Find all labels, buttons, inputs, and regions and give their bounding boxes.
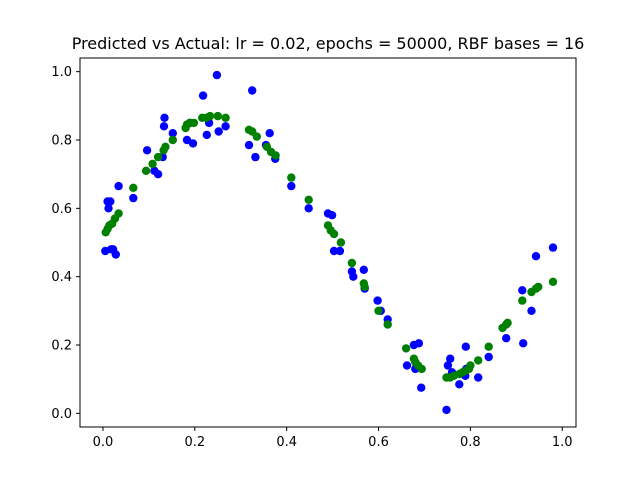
point-s0-62	[527, 306, 536, 315]
y-tick-label: 0.6	[51, 202, 72, 217]
point-s1-38	[383, 320, 392, 329]
point-s0-55	[461, 342, 470, 351]
point-s1-5	[114, 209, 123, 218]
point-s0-29	[265, 129, 274, 138]
point-s1-16	[189, 118, 199, 128]
point-s1-8	[148, 159, 157, 169]
point-s0-44	[402, 361, 412, 370]
point-s0-36	[335, 246, 345, 256]
y-axis: 0.0 0.2 0.4 0.6 0.8 1.0	[51, 65, 80, 422]
point-s1-7	[141, 166, 151, 175]
point-s1-37	[374, 306, 383, 315]
series-0	[101, 70, 558, 415]
point-s0-48	[417, 383, 426, 392]
point-s0-20	[202, 130, 211, 140]
point-s1-57	[518, 296, 527, 305]
point-s1-52	[474, 356, 483, 365]
point-s0-39	[359, 265, 368, 274]
x-tick-label: 0.2	[184, 435, 205, 450]
point-s1-43	[417, 364, 426, 374]
point-s1-29	[304, 195, 313, 204]
x-axis: 0.0 0.2 0.4 0.6 0.8 1.0	[93, 427, 573, 450]
point-s0-9	[142, 146, 152, 155]
point-s0-8	[129, 193, 138, 203]
point-s1-19	[205, 111, 215, 121]
y-tick-label: 0.4	[51, 270, 72, 285]
point-s0-60	[518, 286, 527, 295]
point-s1-32	[329, 229, 339, 239]
point-s0-31	[287, 181, 296, 191]
x-tick-label: 0.8	[460, 435, 481, 450]
point-s0-6	[111, 250, 121, 259]
point-s0-15	[168, 129, 177, 138]
point-s1-20	[213, 111, 222, 121]
point-s1-53	[484, 342, 493, 351]
point-s1-36	[360, 282, 369, 292]
point-s0-57	[474, 373, 483, 382]
point-s1-39	[401, 344, 411, 353]
point-s0-25	[244, 140, 254, 150]
point-s0-63	[531, 252, 541, 261]
point-s0-27	[251, 152, 260, 162]
y-tick-label: 0.0	[51, 407, 72, 422]
series-1	[101, 111, 558, 382]
point-s1-33	[336, 238, 346, 247]
point-s1-56	[503, 318, 512, 327]
point-s0-24	[221, 122, 230, 131]
point-s0-64	[548, 243, 558, 252]
point-s0-59	[502, 334, 511, 343]
point-s0-11	[153, 170, 163, 179]
x-tick-label: 0.4	[276, 435, 297, 450]
point-s1-28	[287, 173, 296, 182]
point-s0-13	[159, 122, 169, 131]
point-s0-3	[106, 197, 115, 206]
x-tick-label: 0.0	[93, 435, 114, 450]
point-s0-38	[349, 272, 358, 281]
x-tick-label: 1.0	[552, 435, 573, 450]
point-s0-19	[198, 91, 208, 100]
point-s0-22	[212, 70, 222, 80]
point-s0-7	[114, 181, 123, 191]
point-s0-14	[160, 113, 169, 123]
point-s0-61	[519, 339, 528, 348]
y-tick-label: 1.0	[51, 65, 72, 80]
point-s0-32	[304, 204, 313, 213]
point-s0-58	[484, 352, 493, 362]
point-s1-61	[548, 277, 558, 286]
point-s0-49	[442, 405, 451, 415]
point-s0-2	[104, 204, 113, 213]
point-s0-23	[214, 127, 223, 136]
y-tick-label: 0.2	[51, 339, 72, 354]
point-s1-34	[347, 258, 357, 268]
point-s1-24	[252, 132, 261, 141]
x-tick-label: 0.6	[368, 435, 389, 450]
point-s1-51	[466, 361, 475, 370]
point-s0-51	[446, 354, 455, 363]
point-s0-53	[455, 380, 464, 389]
point-s1-12	[168, 135, 177, 145]
y-tick-label: 0.8	[51, 134, 72, 149]
point-s0-18	[188, 139, 198, 148]
point-s1-9	[153, 152, 163, 162]
point-s1-60	[534, 282, 543, 292]
point-s0-26	[248, 86, 257, 95]
point-s0-34	[327, 211, 337, 220]
point-s0-41	[373, 296, 382, 305]
point-s1-27	[271, 151, 280, 160]
plot-area	[79, 57, 577, 428]
chart-title: Predicted vs Actual: lr = 0.02, epochs =…	[72, 34, 585, 53]
point-s0-47	[414, 339, 424, 348]
point-s1-21	[221, 113, 230, 123]
point-s1-6	[129, 183, 138, 192]
point-s0-35	[329, 246, 339, 256]
point-s0-50	[443, 361, 453, 370]
data-points	[101, 70, 558, 415]
point-s1-11	[161, 142, 170, 151]
